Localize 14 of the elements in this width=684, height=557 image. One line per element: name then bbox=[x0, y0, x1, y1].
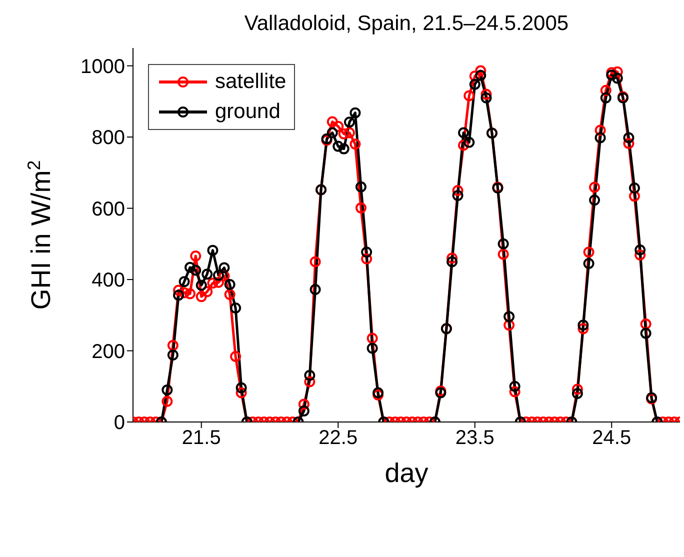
y-tick-label: 1000 bbox=[80, 56, 125, 78]
y-tick-label: 0 bbox=[114, 412, 125, 434]
x-tick-label: 24.5 bbox=[592, 427, 632, 450]
legend-label: ground bbox=[215, 100, 280, 124]
x-tick-label: 22.5 bbox=[318, 427, 358, 450]
y-tick-label: 800 bbox=[92, 127, 125, 150]
x-axis-title: day bbox=[384, 458, 429, 488]
y-tick-label: 400 bbox=[92, 270, 125, 292]
x-tick-label: 23.5 bbox=[455, 427, 494, 450]
chart-title: Valladoloid, Spain, 21.5–24.5.2005 bbox=[243, 12, 570, 36]
legend-label: satellite bbox=[215, 70, 286, 94]
y-tick-label: 200 bbox=[92, 340, 125, 363]
x-tick-label: 21.5 bbox=[182, 427, 221, 450]
y-tick-label: 600 bbox=[92, 198, 125, 220]
